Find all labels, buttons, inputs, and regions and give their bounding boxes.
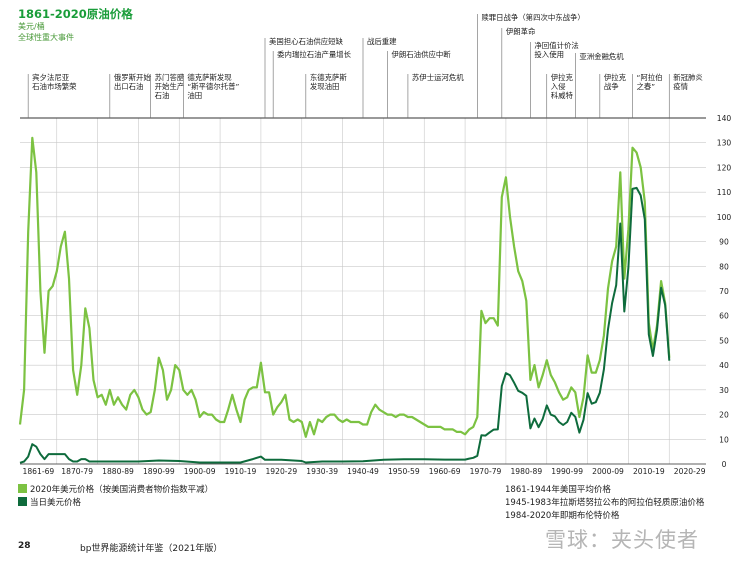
event-label: 开始生产 [155,82,185,91]
y-tick-label: 70 [719,287,729,296]
event-label: 伊朗石油供应中断 [392,50,452,59]
x-tick-label: 2010-19 [633,467,665,476]
x-tick-label: 1970-79 [470,467,502,476]
x-tick-label: 1870-79 [61,467,93,476]
x-tick-label: 1900-09 [184,467,216,476]
publication-title: bp世界能源统计年鉴（2021年版） [80,544,223,554]
y-tick-label: 20 [719,411,729,420]
x-tick-label: 2020-29 [674,467,706,476]
event-label: 苏伊士运河危机 [412,73,464,82]
event-label: 美国担心石油供应短缺 [269,37,344,46]
source-note-1: 1861-1944年美国平均价格 [505,485,611,495]
event-label: 战后重建 [367,37,397,46]
event-label: 石油 [155,91,170,100]
event-label: 投入使用 [534,50,564,59]
x-tick-label: 1950-59 [388,467,420,476]
x-axis-ticks: 1861-69 1870-79 1880-89 1890-99 1900-09 1910-… [23,467,706,476]
event-label: 疫情 [673,82,688,91]
event-label: “阿拉伯 [637,73,663,82]
x-tick-label: 1990-99 [551,467,583,476]
watermark: 雪球：夹头使者 [545,528,699,552]
series-line-nominal-price [19,186,671,464]
y-tick-label: 100 [717,213,732,222]
legend-label-nominal: 当日美元价格 [30,498,82,508]
x-tick-label: 2000-09 [592,467,624,476]
event-label: 发现油田 [310,82,340,91]
event-label: 苏门答腊 [155,73,185,82]
source-note-3: 1984-2020年即期布伦特价格 [505,511,620,521]
event-label: 伊朗革命 [506,27,536,36]
events-label: 全球性重大事件 [18,33,74,42]
page-number: 28 [18,541,31,551]
x-tick-label: 1880-89 [102,467,134,476]
event-label: 俄罗斯开始 [114,73,152,82]
legend-swatch-nominal [18,497,27,506]
y-tick-label: 40 [719,361,729,370]
y-tick-label: 140 [717,114,732,123]
event-label: 亚洲金融危机 [579,52,624,61]
y-tick-label: 90 [719,238,729,247]
y-tick-label: 120 [717,163,732,172]
series-line-real-price [18,136,671,438]
event-label: 德克萨斯发现 [187,73,232,82]
chart-title: 1861-2020原油价格 [18,7,133,21]
event-label: 战争 [604,82,619,91]
source-note-2: 1945-1983年拉斯塔努拉公布的阿拉伯轻质原油价格 [505,498,705,508]
y-tick-label: 10 [719,435,729,444]
y-tick-label: 60 [719,312,729,321]
event-label: 科威特 [551,91,574,100]
y-tick-label: 30 [719,386,729,395]
event-label: 油田 [187,91,202,100]
event-label: 宾夕法尼亚 [32,73,70,82]
legend-swatch-real [18,484,27,493]
legend-item-real-price: 2020年美元价格（按美国消费者物价指数平减） [18,483,213,495]
event-label: 伊拉克 [604,73,627,82]
x-tick-label: 1980-89 [510,467,542,476]
y-tick-label: 0 [722,460,727,469]
x-tick-label: 1861-69 [23,467,55,476]
chart-gridlines [20,117,706,465]
event-label: 石油市场繁荣 [32,82,77,91]
legend-item-nominal-price: 当日美元价格 [18,496,81,508]
event-label: 净回值计价法 [534,41,578,50]
event-label: 委内瑞拉石油产量增长 [277,50,352,59]
y-tick-label: 130 [717,139,732,148]
y-tick-label: 50 [719,336,729,345]
event-label: 新冠肺炎 [673,73,703,82]
x-tick-label: 1940-49 [347,467,379,476]
event-label: 出口石油 [114,82,144,91]
x-tick-label: 1890-99 [143,467,175,476]
x-tick-label: 1910-19 [225,467,257,476]
event-label: 东德克萨斯 [310,73,348,82]
legend-label-real: 2020年美元价格（按美国消费者物价指数平减） [30,485,214,495]
y-axis-ticks: 0 10 20 30 40 50 60 70 80 90 100 110 120 130 140 [717,114,732,469]
y-tick-label: 110 [717,188,732,197]
event-label: 入侵 [551,82,566,91]
x-tick-label: 1930-39 [306,467,338,476]
y-tick-label: 80 [719,262,729,271]
chart-series [18,136,671,464]
x-tick-label: 1920-29 [265,467,297,476]
unit-label: 美元/桶 [18,22,45,31]
event-label: 赎罪日战争（第四次中东战争） [481,13,584,22]
x-tick-label: 1960-69 [429,467,461,476]
event-label: 之春” [637,82,656,91]
event-label: “斯平德尔托普” [187,82,239,91]
event-label: 伊拉克 [551,73,574,82]
